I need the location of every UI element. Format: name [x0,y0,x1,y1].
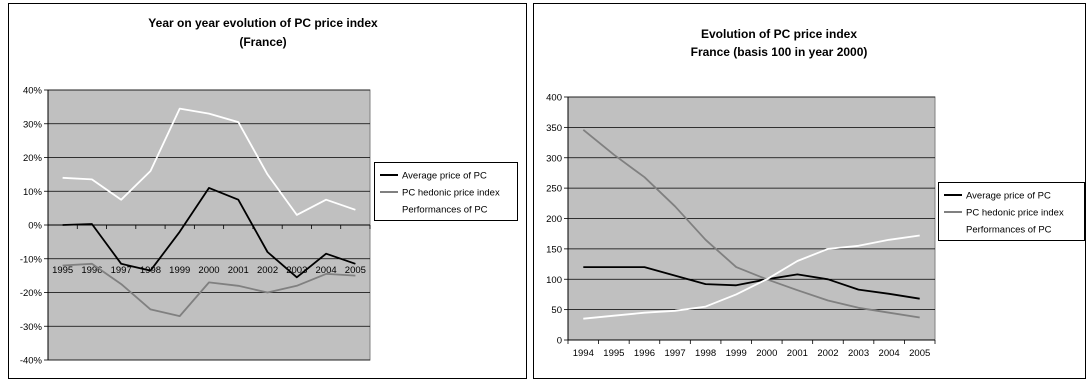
chart-1: Year on year evolution of PC price index… [8,3,527,379]
x-tick-label: 2004 [879,348,900,359]
y-tick-label: 100 [546,275,562,286]
legend-label: Average price of PC [402,171,487,182]
y-tick-label: -40% [20,356,43,367]
x-tick-label: 1999 [169,265,190,276]
x-tick-label: 2002 [817,348,838,359]
chart-2: Evolution of PC price index France (basis… [533,3,1086,379]
x-tick-label: 1996 [634,348,655,359]
legend-box [938,182,1085,241]
y-tick-label: 400 [546,93,562,104]
legend-label: Average price of PC [966,191,1051,202]
chart-title: Year on year evolution of PC price index [148,16,378,30]
y-tick-label: -30% [20,322,43,333]
y-tick-label: 10% [23,187,43,198]
x-tick-label: 2004 [316,265,337,276]
x-tick-label: 1995 [52,265,73,276]
legend: Average price of PC PC hedonic price inde… [938,182,1085,241]
y-tick-label: 250 [546,184,562,195]
y-tick-label: 200 [546,214,562,225]
legend-box [374,162,518,221]
legend: Average price of PC PC hedonic price inde… [374,162,518,221]
x-tick-label: 2003 [286,265,307,276]
x-tick-label: 2002 [257,265,278,276]
y-tick-label: 30% [23,119,43,130]
series-line-performances-of-pc [62,107,356,216]
chart-subtitle: (France) [239,35,286,49]
y-tick-label: 40% [23,86,43,97]
series-line-average-price-of-pc [583,266,920,300]
x-tick-label: 1995 [603,348,624,359]
x-tick-label: 1998 [695,348,716,359]
series-line-pc-hedonic-price-index [582,129,920,319]
legend-label: Performances of PC [402,205,488,216]
x-tick-label: 2000 [756,348,777,359]
y-tick-label: 50 [551,305,562,316]
x-tick-label: 2001 [787,348,808,359]
series-line-performances-of-pc [583,234,920,320]
y-tick-label: 0 [557,336,562,347]
series-line-pc-hedonic-price-index [62,262,356,318]
legend-label: Performances of PC [966,225,1052,236]
legend-label: PC hedonic price index [966,208,1064,219]
series-line-average-price-of-pc [62,186,356,279]
x-tick-label: 2005 [345,265,366,276]
chart-title: Evolution of PC price index [701,27,857,41]
y-tick-label: 0% [28,221,42,232]
legend-label: PC hedonic price index [402,188,500,199]
x-tick-label: 1997 [111,265,132,276]
x-tick-label: 1997 [664,348,685,359]
x-tick-label: 2001 [228,265,249,276]
y-tick-label: 350 [546,123,562,134]
x-tick-label: 2005 [909,348,930,359]
chart-subtitle: France (basis 100 in year 2000) [691,45,868,59]
x-tick-label: 2003 [848,348,869,359]
y-tick-label: -10% [20,254,43,265]
y-tick-label: 150 [546,244,562,255]
x-tick-label: 1999 [726,348,747,359]
y-tick-label: 300 [546,153,562,164]
x-tick-label: 2000 [198,265,219,276]
y-tick-label: 20% [23,153,43,164]
x-tick-label: 1996 [81,265,102,276]
y-tick-label: -20% [20,288,43,299]
x-tick-label: 1994 [573,348,594,359]
